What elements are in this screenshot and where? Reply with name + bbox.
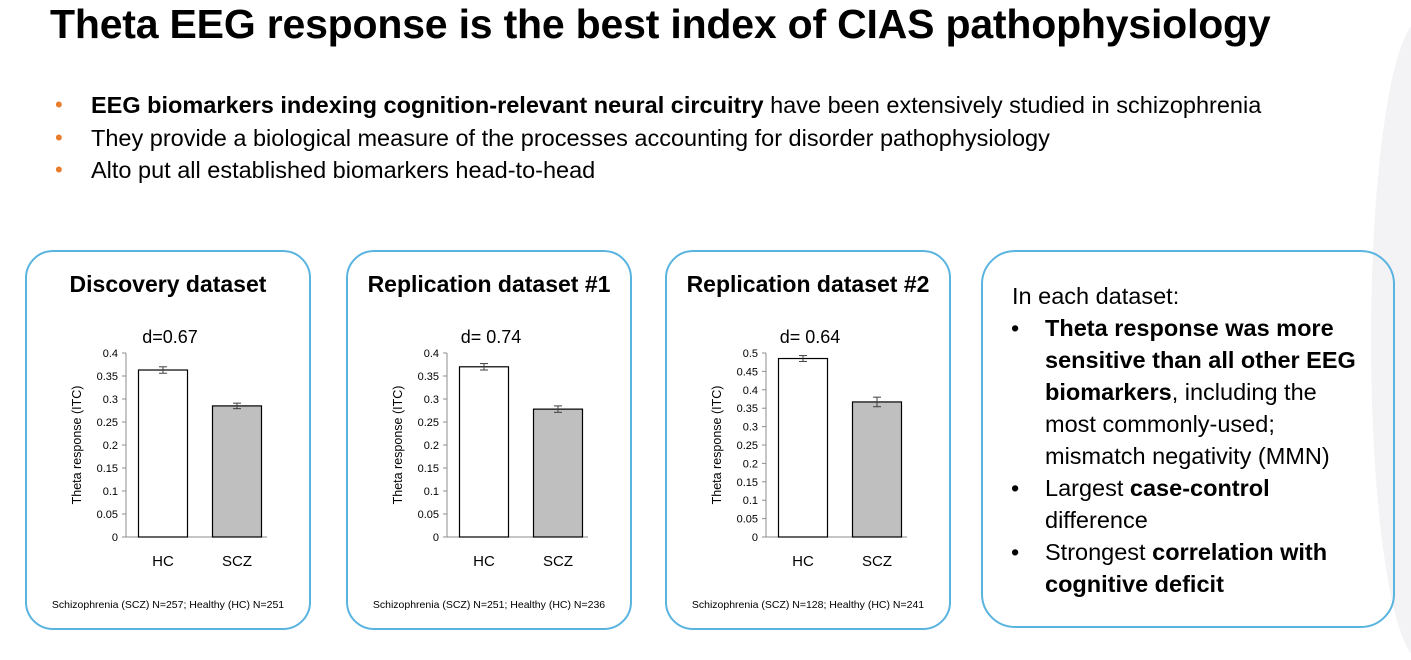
chart-footnote: Schizophrenia (SCZ) N=128; Healthy (HC) … bbox=[691, 599, 925, 611]
intro-bullet-list: • EEG biomarkers indexing cognition-relev… bbox=[55, 89, 1261, 187]
y-tick-label: 0.15 bbox=[737, 477, 758, 489]
effect-size-label: d= 0.74 bbox=[461, 327, 522, 347]
y-tick-label: 0.2 bbox=[424, 440, 439, 452]
y-tick-label: 0.1 bbox=[103, 486, 118, 498]
y-tick-label: 0.35 bbox=[418, 371, 439, 383]
bullet-dot: • bbox=[55, 157, 63, 182]
y-tick-label: 0.3 bbox=[424, 394, 439, 406]
y-tick-label: 0.05 bbox=[97, 509, 118, 521]
y-tick-label: 0.2 bbox=[103, 440, 118, 452]
bar-scz bbox=[532, 408, 584, 538]
chart-title: Replication dataset #1 bbox=[367, 271, 611, 297]
summary-pre-text: Largest bbox=[1045, 475, 1130, 501]
bullet-text: Alto put all established biomarkers head… bbox=[91, 157, 596, 183]
y-tick-label: 0.3 bbox=[743, 422, 758, 434]
y-tick-label: 0.3 bbox=[103, 394, 118, 406]
chart-footnote: Schizophrenia (SCZ) N=257; Healthy (HC) … bbox=[51, 599, 285, 611]
summary-item-1: • Theta response was more sensitive than … bbox=[1009, 312, 1369, 472]
y-tick-label: 0.15 bbox=[97, 463, 118, 475]
y-tick-label: 0.25 bbox=[737, 440, 758, 452]
summary-pre-text: Strongest bbox=[1045, 539, 1153, 565]
y-tick-label: 0.15 bbox=[418, 463, 439, 475]
y-axis-label: Theta response (ITC) bbox=[70, 386, 84, 505]
y-tick-label: 0.35 bbox=[97, 371, 118, 383]
y-tick-label: 0.4 bbox=[424, 348, 439, 360]
y-tick-label: 0.1 bbox=[743, 495, 758, 507]
x-category-label: HC bbox=[473, 553, 495, 570]
bullet-dot: • bbox=[1011, 539, 1020, 565]
bullet-dot: • bbox=[1011, 475, 1020, 501]
summary-item-2: • Largest case-control difference bbox=[1009, 472, 1369, 536]
summary-text: difference bbox=[1045, 507, 1148, 533]
summary-bold-text: correlation with cognitive deficit bbox=[1045, 539, 1328, 597]
y-tick-label: 0.2 bbox=[743, 458, 758, 470]
y-tick-label: 0.05 bbox=[737, 514, 758, 526]
bar-scz bbox=[851, 401, 903, 538]
y-tick-label: 0.45 bbox=[737, 366, 758, 378]
chart-title: Discovery dataset bbox=[69, 271, 267, 297]
summary-item-3: • Strongest correlation with cognitive de… bbox=[1009, 536, 1369, 600]
y-tick-label: 0.5 bbox=[743, 348, 758, 360]
y-tick-label: 0.35 bbox=[737, 403, 758, 415]
bullet-bold-text: EEG biomarkers indexing cognition-releva… bbox=[91, 92, 764, 118]
bullet-dot: • bbox=[55, 92, 63, 117]
y-tick-label: 0.05 bbox=[418, 509, 439, 521]
bar-chart-discovery: d=0.67 0 0.05 0.1 0.15 0.2 0.25 0.3 0.35 0.4 Theta… bbox=[70, 327, 267, 570]
bullet-dot: • bbox=[55, 124, 63, 150]
summary-box: In each dataset: • Theta response was mor… bbox=[981, 250, 1395, 628]
x-category-label: HC bbox=[792, 553, 814, 570]
bullet-dot: • bbox=[1011, 315, 1020, 341]
x-category-label: SCZ bbox=[543, 553, 573, 570]
bar-chart-replication-2: d= 0.64 0 0.05 0.1 0.15 0.2 0.25 0.3 0.35 0.4 0.45… bbox=[710, 327, 907, 570]
chart-panel-replication-1: Replication dataset #1 d= 0.74 0 0.05 0.1 0.… bbox=[346, 250, 632, 630]
chart-panel-replication-2: Replication dataset #2 d= 0.64 0 0.05 0.1 0.… bbox=[665, 250, 951, 630]
slide-title: Theta EEG response is the best index of … bbox=[50, 1, 1271, 47]
y-tick-label: 0.25 bbox=[418, 417, 439, 429]
intro-bullet-3: • Alto put all established biomarkers hea… bbox=[55, 154, 1261, 187]
x-category-label: HC bbox=[152, 553, 174, 570]
summary-text: , including the most commonly-used; mism… bbox=[1045, 379, 1330, 469]
y-axis-label: Theta response (ITC) bbox=[391, 386, 405, 505]
bullet-text: They provide a biological measure of the… bbox=[91, 124, 1050, 151]
y-tick-label: 0.4 bbox=[743, 385, 758, 397]
bar-hc bbox=[458, 366, 510, 538]
bar-hc bbox=[777, 357, 829, 538]
bullet-text: have been extensively studied in schizop… bbox=[763, 92, 1262, 118]
summary-list: • Theta response was more sensitive than … bbox=[1009, 312, 1369, 600]
chart-title: Replication dataset #2 bbox=[686, 271, 930, 297]
y-tick-label: 0 bbox=[752, 532, 758, 544]
bar-scz bbox=[211, 405, 263, 538]
intro-bullet-2: • They provide a biological measure of th… bbox=[55, 122, 1261, 155]
y-tick-label: 0.1 bbox=[424, 486, 439, 498]
bar-chart-replication-1: d= 0.74 0 0.05 0.1 0.15 0.2 0.25 0.3 0.35 0.4 Thet… bbox=[391, 327, 588, 570]
x-category-label: SCZ bbox=[222, 553, 252, 570]
intro-bullet-1: • EEG biomarkers indexing cognition-relev… bbox=[55, 89, 1261, 122]
effect-size-label: d= 0.64 bbox=[780, 327, 841, 347]
chart-footnote: Schizophrenia (SCZ) N=251; Healthy (HC) … bbox=[372, 599, 606, 611]
bar-hc bbox=[137, 369, 189, 538]
y-tick-label: 0.25 bbox=[97, 417, 118, 429]
y-tick-label: 0 bbox=[112, 532, 118, 544]
summary-bold-text: case-control bbox=[1129, 475, 1270, 501]
chart-panel-discovery: Discovery dataset d=0.67 0 0.05 0.1 0.15 0.2 0… bbox=[25, 250, 311, 630]
y-tick-label: 0.4 bbox=[103, 348, 118, 360]
summary-intro: In each dataset: bbox=[1012, 283, 1180, 309]
y-axis-label: Theta response (ITC) bbox=[710, 386, 724, 505]
x-category-label: SCZ bbox=[862, 553, 892, 570]
summary-bold-text: Theta response was more sensitive than a… bbox=[1045, 315, 1356, 405]
effect-size-label: d=0.67 bbox=[142, 327, 198, 347]
y-tick-label: 0 bbox=[433, 532, 439, 544]
